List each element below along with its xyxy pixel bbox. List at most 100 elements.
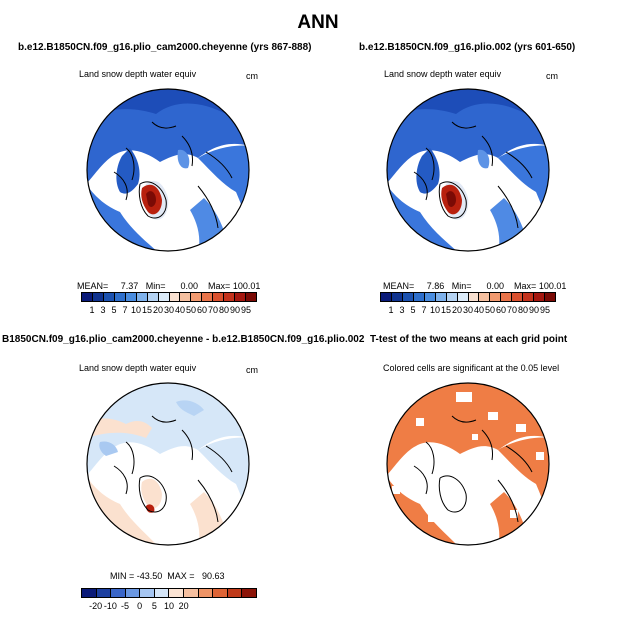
colorbar-tick-label: 20 xyxy=(178,601,189,611)
colorbar-swatch xyxy=(246,293,256,301)
colorbar-swatch xyxy=(402,293,414,301)
colorbar-tick-label: 5 xyxy=(410,305,416,315)
panel-3-units: cm xyxy=(246,365,258,375)
colorbar-swatch xyxy=(413,293,425,301)
panel-1-colorbar xyxy=(81,292,257,302)
colorbar-swatch xyxy=(180,293,192,301)
colorbar-tick-label: 10 xyxy=(163,601,175,611)
colorbar-tick-label: 40 xyxy=(174,305,186,315)
panel-1-stats: MEAN= 7.37 Min= 0.00 Max= 100.01 xyxy=(77,281,261,291)
colorbar-tick-label: 10 xyxy=(429,305,441,315)
colorbar-swatch xyxy=(82,293,93,301)
colorbar-tick-label: 60 xyxy=(196,305,208,315)
colorbar-swatch xyxy=(191,293,203,301)
colorbar-swatch xyxy=(96,589,112,597)
colorbar-swatch xyxy=(213,293,225,301)
colorbar-swatch xyxy=(479,293,491,301)
colorbar-tick-label: 70 xyxy=(207,305,219,315)
colorbar-swatch xyxy=(224,293,236,301)
colorbar-swatch xyxy=(140,589,155,597)
colorbar-tick-label: 3 xyxy=(399,305,405,315)
colorbar-swatch xyxy=(114,293,126,301)
colorbar-tick-label: 90 xyxy=(229,305,241,315)
colorbar-tick-label: 80 xyxy=(218,305,230,315)
colorbar-tick-label: 90 xyxy=(528,305,540,315)
colorbar-swatch xyxy=(92,293,104,301)
panel-4-variable-label: Colored cells are significant at the 0.0… xyxy=(383,363,560,373)
figure-title: ANN xyxy=(297,12,339,33)
panel-1-colorbar-labels: 1 3 5 7 10 15 20 30 40 50 60 70 80 90 95 xyxy=(81,305,257,317)
panel-1-variable-label: Land snow depth water equiv xyxy=(79,69,197,79)
panel-2-title: b.e12.B1850CN.f09_g16.plio.002 (yrs 601-… xyxy=(359,42,576,53)
colorbar-swatch xyxy=(169,589,185,597)
panel-2-colorbar-labels: 1 3 5 7 10 15 20 30 40 50 60 70 80 90 95 xyxy=(380,305,556,317)
colorbar-tick-label: 95 xyxy=(539,305,551,315)
colorbar-swatch xyxy=(424,293,436,301)
panel-1-title: b.e12.B1850CN.f09_g16.plio_cam2000.cheye… xyxy=(18,42,312,53)
colorbar-swatch xyxy=(147,293,159,301)
colorbar-swatch xyxy=(184,589,199,597)
colorbar-swatch xyxy=(213,589,228,597)
colorbar-swatch xyxy=(227,589,243,597)
colorbar-tick-label: 3 xyxy=(100,305,106,315)
colorbar-tick-label: 60 xyxy=(495,305,507,315)
colorbar-tick-label: 20 xyxy=(152,305,164,315)
colorbar-swatch xyxy=(136,293,148,301)
colorbar-swatch xyxy=(202,293,214,301)
colorbar-swatch xyxy=(125,293,137,301)
colorbar-swatch xyxy=(125,589,141,597)
colorbar-swatch xyxy=(391,293,403,301)
colorbar-swatch xyxy=(490,293,502,301)
colorbar-swatch xyxy=(512,293,524,301)
colorbar-swatch xyxy=(158,293,170,301)
colorbar-tick-label: 0 xyxy=(137,601,143,611)
colorbar-tick-label: 5 xyxy=(111,305,117,315)
colorbar-swatch xyxy=(435,293,447,301)
panel-4-ttest-map xyxy=(386,382,550,546)
panel-3-stats: MIN = -43.50 MAX = 90.63 xyxy=(110,571,225,581)
colorbar-tick-label: 20 xyxy=(451,305,463,315)
colorbar-tick-label: 7 xyxy=(421,305,427,315)
panel-3-colorbar-labels: -20 -10 -5 0 5 10 20 xyxy=(81,601,257,613)
colorbar-tick-label: 1 xyxy=(388,305,394,315)
colorbar-swatch xyxy=(545,293,555,301)
colorbar-tick-label: 50 xyxy=(484,305,496,315)
panel-2-variable-label: Land snow depth water equiv xyxy=(384,69,502,79)
colorbar-swatch xyxy=(242,589,256,597)
colorbar-swatch xyxy=(82,589,97,597)
colorbar-swatch xyxy=(381,293,392,301)
colorbar-tick-label: 40 xyxy=(473,305,485,315)
colorbar-tick-label: 5 xyxy=(151,601,157,611)
colorbar-swatch xyxy=(468,293,480,301)
colorbar-swatch xyxy=(534,293,546,301)
colorbar-swatch xyxy=(457,293,469,301)
colorbar-swatch xyxy=(103,293,115,301)
colorbar-tick-label: -20 xyxy=(89,601,103,611)
panel-3-variable-label: Land snow depth water equiv xyxy=(79,363,197,373)
colorbar-tick-label: 10 xyxy=(130,305,142,315)
colorbar-swatch xyxy=(523,293,535,301)
colorbar-tick-label: 30 xyxy=(163,305,175,315)
colorbar-swatch xyxy=(198,589,214,597)
colorbar-swatch xyxy=(154,589,170,597)
colorbar-tick-label: 1 xyxy=(89,305,95,315)
panel-2-units: cm xyxy=(546,71,558,81)
panel-4-title: T-test of the two means at each grid poi… xyxy=(370,334,568,345)
colorbar-tick-label: -5 xyxy=(120,601,130,611)
panel-3-title: B1850CN.f09_g16.plio_cam2000.cheyenne - … xyxy=(2,334,365,345)
colorbar-tick-label: 15 xyxy=(440,305,452,315)
panel-2-stats: MEAN= 7.86 Min= 0.00 Max= 100.01 xyxy=(383,281,567,291)
colorbar-swatch xyxy=(446,293,458,301)
panel-2-colorbar xyxy=(380,292,556,302)
panel-3-colorbar xyxy=(81,588,257,598)
colorbar-tick-label: 15 xyxy=(141,305,153,315)
colorbar-tick-label: 30 xyxy=(462,305,474,315)
colorbar-swatch xyxy=(111,589,126,597)
panel-1-units: cm xyxy=(246,71,258,81)
colorbar-tick-label: 50 xyxy=(185,305,197,315)
colorbar-swatch xyxy=(235,293,247,301)
colorbar-swatch xyxy=(169,293,181,301)
colorbar-tick-label: 70 xyxy=(506,305,518,315)
colorbar-swatch xyxy=(501,293,513,301)
colorbar-tick-label: -10 xyxy=(103,601,117,611)
